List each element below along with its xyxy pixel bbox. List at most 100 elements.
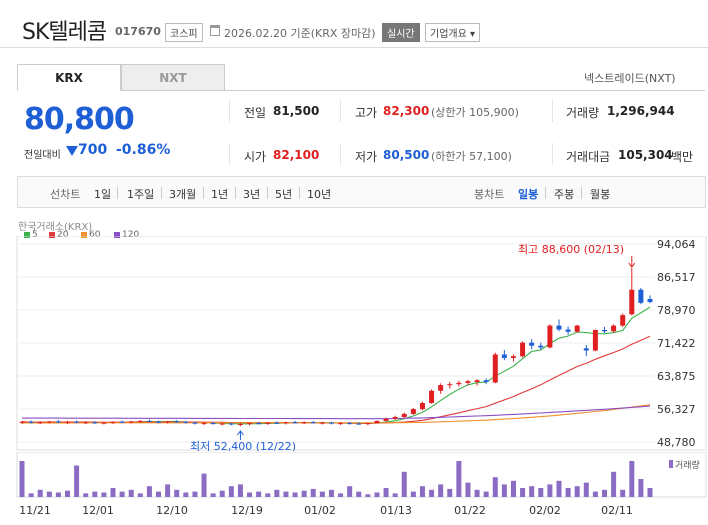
candle-body: [574, 325, 580, 332]
upper-limit-note: (상한가 105,900): [431, 106, 519, 119]
candle-monthly[interactable]: 월봉: [590, 188, 611, 201]
candle: [92, 421, 98, 424]
tab-nxt[interactable]: NXT: [121, 64, 225, 91]
candle: [119, 420, 125, 424]
volume-bar: [146, 486, 152, 497]
candle-body: [538, 345, 544, 348]
x-tick-label: 02/02: [529, 504, 561, 517]
open-label: 시가: [244, 150, 267, 164]
candle-body: [237, 423, 243, 425]
volume-bar: [638, 479, 644, 497]
candle-body: [638, 289, 644, 303]
candle: [520, 341, 526, 358]
candle: [219, 422, 225, 426]
candle: [492, 352, 498, 384]
candle-weekly[interactable]: 주봉: [554, 188, 575, 201]
candle: [228, 422, 234, 426]
nextrade-link[interactable]: 넥스트레이드(NXT): [584, 72, 676, 85]
period-1y[interactable]: 1년: [211, 188, 229, 201]
candle-body: [419, 402, 425, 410]
volume-bar: [647, 488, 653, 497]
ma120-swatch: [114, 232, 120, 238]
candle-daily[interactable]: 일봉: [518, 188, 539, 201]
calendar-icon: [210, 25, 220, 36]
volume-chart[interactable]: 거래량 11/21 12/01 12/10 12/19 01/02 01/13 01/22 0…: [0, 452, 708, 525]
y-tick-label: 86,517: [657, 271, 696, 284]
candle: [128, 420, 134, 424]
candle: [556, 319, 562, 332]
stock-code: 017670: [115, 25, 161, 38]
volume-bar: [447, 488, 453, 497]
candle: [274, 421, 280, 424]
period-1w[interactable]: 1주일: [127, 188, 155, 201]
candle-body: [410, 409, 416, 414]
volume-bar: [601, 489, 607, 497]
candle-body: [28, 421, 34, 423]
period-10y[interactable]: 10년: [307, 188, 332, 201]
candle: [611, 324, 617, 333]
candle: [210, 421, 216, 425]
candle-body: [101, 422, 107, 424]
candle: [529, 339, 535, 350]
candle: [301, 421, 307, 424]
corp-info-dropdown[interactable]: 기업개요 ▾: [425, 23, 480, 42]
grid-divider: [552, 100, 553, 122]
candle-body: [192, 422, 198, 424]
separator: [299, 187, 300, 199]
volume-bar: [583, 482, 589, 497]
volume-bar: [574, 486, 580, 497]
candle: [347, 421, 353, 425]
prev-label: 전일: [244, 106, 267, 120]
high-arrow-head: [628, 262, 636, 268]
candle-body: [647, 298, 653, 302]
separator: [161, 187, 162, 199]
x-tick-label: 12/19: [231, 504, 263, 517]
volume-bar: [192, 491, 198, 497]
candle: [538, 342, 544, 351]
volume-bar: [510, 480, 516, 497]
header-divider: [0, 47, 708, 48]
candle-body: [37, 422, 43, 424]
candle: [319, 421, 325, 425]
change-label: 전일대비: [24, 150, 61, 161]
candle: [438, 383, 444, 394]
volume-bar: [201, 473, 207, 497]
volume-bar: [92, 491, 98, 497]
y-tick-label: 94,064: [657, 238, 696, 251]
volume-bar: [474, 489, 480, 497]
lower-limit-note: (하한가 57,100): [431, 150, 512, 163]
volume-bar: [365, 494, 371, 497]
candle-chart-label[interactable]: 봉차트: [474, 188, 505, 201]
line-chart-label[interactable]: 선차트: [50, 188, 81, 201]
volume-bar: [465, 482, 471, 497]
moving-average-line: [21, 306, 651, 425]
candle-body: [620, 315, 626, 326]
price-chart[interactable]: 최고 88,600 (02/13) 최저 52,400 (12/22) 94,0…: [0, 236, 708, 451]
volume-bar: [310, 488, 316, 497]
candle-body: [183, 421, 189, 423]
candle: [28, 420, 34, 424]
candle-body: [110, 421, 116, 423]
period-3y[interactable]: 3년: [243, 188, 261, 201]
period-3m[interactable]: 3개월: [169, 188, 197, 201]
volume-bar: [110, 488, 116, 497]
volume-bar: [565, 488, 571, 497]
candle: [201, 422, 207, 425]
candle: [638, 288, 644, 305]
candle: [401, 412, 407, 418]
separator: [581, 187, 582, 199]
separator: [235, 187, 236, 199]
tab-krx[interactable]: KRX: [17, 64, 121, 91]
candle-body: [601, 329, 607, 332]
grid-divider: [340, 143, 341, 165]
volume-bar: [328, 489, 334, 497]
candle-body: [228, 423, 234, 425]
volume-bar: [283, 491, 289, 497]
candle-body: [210, 423, 216, 425]
volume-bar: [556, 480, 562, 497]
realtime-button[interactable]: 실시간: [382, 23, 420, 42]
period-1d[interactable]: 1일: [94, 188, 112, 201]
volume-bar: [292, 492, 298, 497]
candle: [156, 420, 162, 424]
period-5y[interactable]: 5년: [275, 188, 293, 201]
